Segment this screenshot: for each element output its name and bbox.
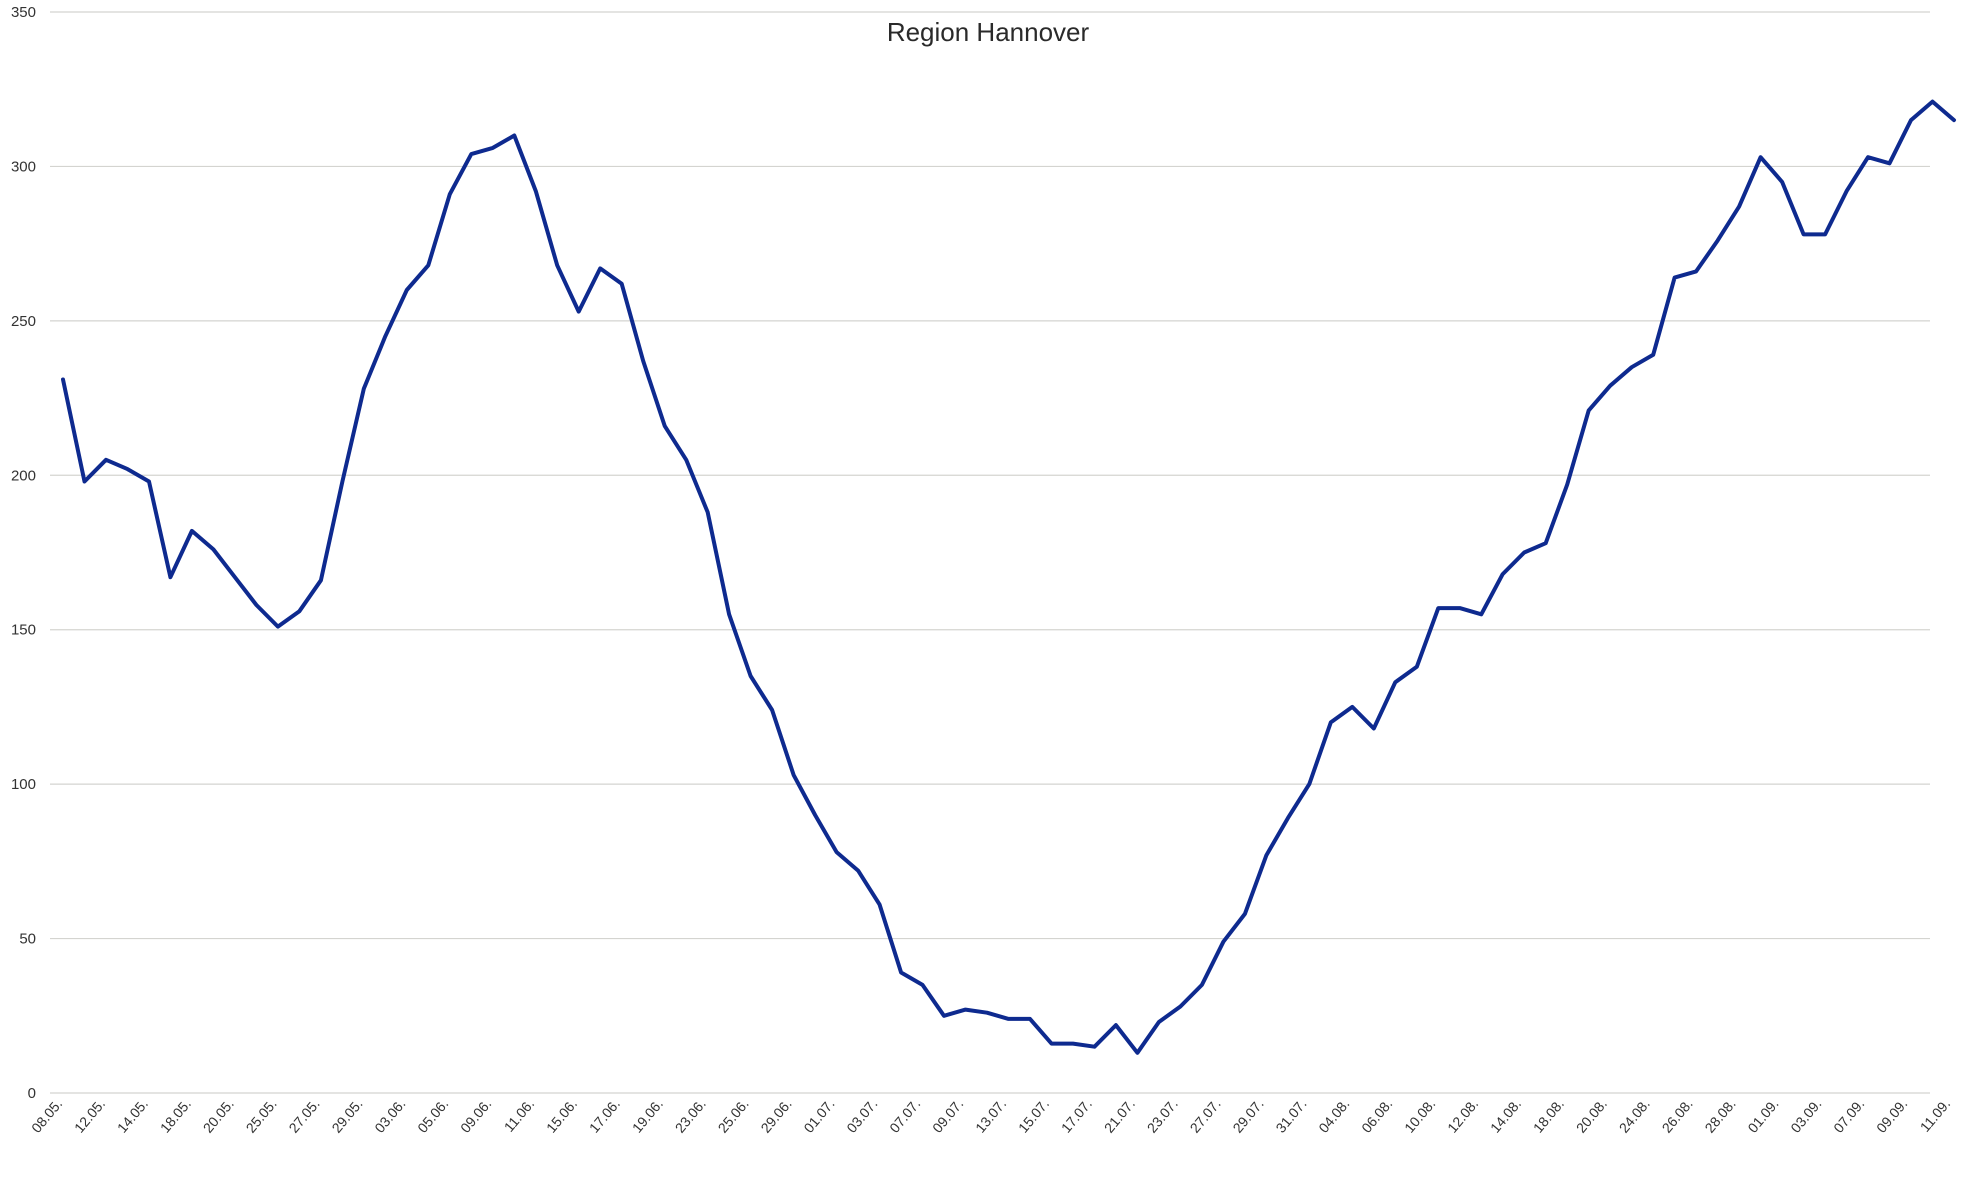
x-tick-label: 12.08.: [1444, 1096, 1481, 1136]
x-tick-label: 23.06.: [672, 1096, 709, 1136]
x-tick-label: 03.07.: [843, 1096, 880, 1136]
x-tick-label: 29.06.: [757, 1096, 794, 1136]
series-layer: [61, 99, 1956, 1055]
x-tick-label: 18.08.: [1530, 1096, 1567, 1136]
x-axis-tick-labels: 08.05. 12.05. 14.05. 18.05. 20.05. 25.05. 27.0…: [28, 1096, 1953, 1136]
x-tick-label: 18.05.: [157, 1096, 194, 1136]
x-tick-label: 09.09.: [1873, 1096, 1910, 1136]
y-tick-label: 300: [11, 158, 36, 175]
x-tick-label: 20.08.: [1573, 1096, 1610, 1136]
y-tick-label: 350: [11, 4, 36, 21]
x-tick-label: 04.08.: [1315, 1096, 1352, 1136]
x-tick-label: 12.05.: [71, 1096, 108, 1136]
x-tick-label: 13.07.: [972, 1096, 1009, 1136]
x-tick-label: 03.09.: [1787, 1096, 1824, 1136]
x-tick-label: 05.06.: [414, 1096, 451, 1136]
x-tick-label: 19.06.: [629, 1096, 666, 1136]
x-tick-label: 15.06.: [543, 1096, 580, 1136]
x-tick-label: 21.07.: [1101, 1096, 1138, 1136]
y-tick-label: 0: [28, 1085, 36, 1102]
x-tick-label: 15.07.: [1015, 1096, 1052, 1136]
y-tick-label: 200: [11, 467, 36, 484]
x-tick-label: 11.06.: [501, 1096, 538, 1135]
x-tick-label: 11.09.: [1917, 1096, 1954, 1135]
y-axis-tick-labels: 0 50 100 150 200 250 300 350: [11, 4, 36, 1102]
x-tick-label: 27.05.: [285, 1096, 322, 1136]
x-tick-label: 14.05.: [114, 1096, 151, 1136]
x-tick-label: 17.06.: [586, 1096, 623, 1136]
y-tick-label: 250: [11, 313, 36, 330]
x-tick-label: 07.09.: [1830, 1096, 1867, 1136]
x-tick-label: 28.08.: [1701, 1096, 1738, 1136]
x-tick-label: 17.07.: [1058, 1096, 1095, 1136]
x-tick-label: 25.05.: [243, 1096, 280, 1136]
series-line: [61, 99, 1956, 1055]
y-tick-label: 100: [11, 776, 36, 793]
x-tick-label: 29.05.: [328, 1096, 365, 1136]
x-tick-label: 31.07.: [1272, 1096, 1309, 1136]
x-tick-label: 24.08.: [1616, 1096, 1653, 1136]
x-tick-label: 06.08.: [1358, 1096, 1395, 1136]
y-tick-label: 50: [19, 931, 36, 948]
x-tick-label: 03.06.: [371, 1096, 408, 1136]
x-tick-label: 27.07.: [1187, 1096, 1224, 1136]
y-tick-label: 150: [11, 622, 36, 639]
x-tick-label: 26.08.: [1659, 1096, 1696, 1136]
chart-title: Region Hannover: [887, 17, 1090, 47]
x-tick-label: 23.07.: [1144, 1096, 1181, 1136]
x-tick-label: 09.06.: [457, 1096, 494, 1136]
x-tick-label: 14.08.: [1487, 1096, 1524, 1136]
x-tick-label: 10.08.: [1401, 1096, 1438, 1136]
x-tick-label: 01.07.: [800, 1096, 837, 1136]
x-tick-label: 01.09.: [1744, 1096, 1781, 1136]
x-tick-label: 25.06.: [715, 1096, 752, 1136]
x-tick-label: 20.05.: [200, 1096, 237, 1136]
x-tick-label: 07.07.: [886, 1096, 923, 1136]
x-tick-label: 09.07.: [929, 1096, 966, 1136]
grid-lines: [50, 11, 1930, 1094]
x-tick-label: 29.07.: [1229, 1096, 1266, 1136]
